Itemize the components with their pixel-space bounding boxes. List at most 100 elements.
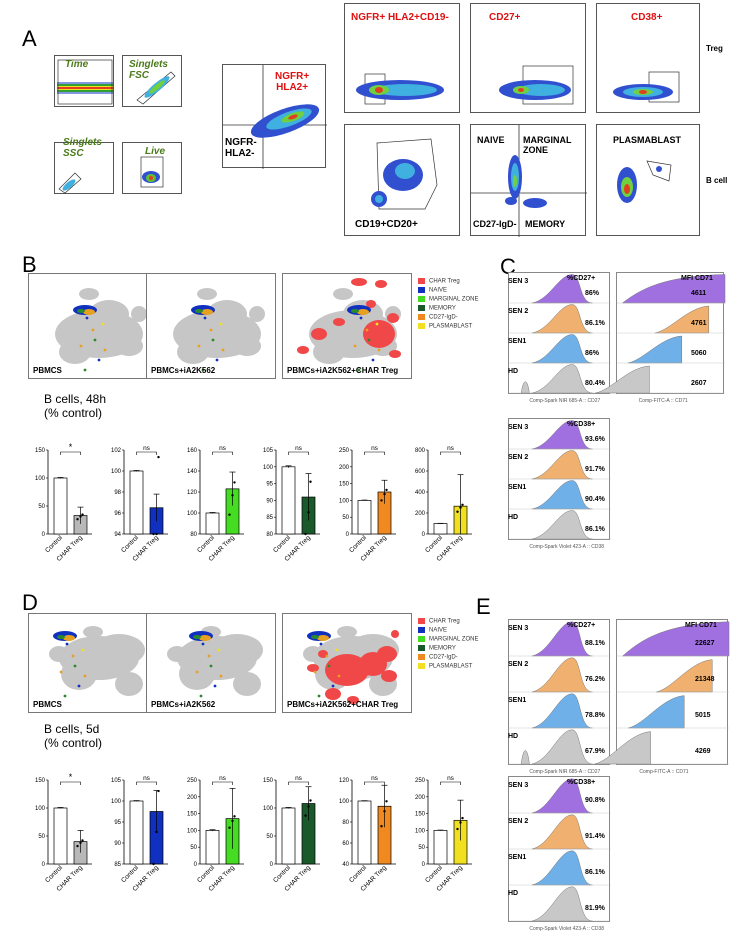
legend-item: PLASMABLAST (418, 323, 472, 330)
legend-label: MEMORY (429, 645, 456, 652)
umap-point (215, 358, 219, 362)
data-point (380, 825, 383, 828)
umap-cd27-igd-cluster (83, 309, 95, 315)
histogram-hd (531, 886, 593, 922)
data-point (304, 814, 307, 817)
y-tick-label: 250 (339, 448, 350, 454)
time-density (57, 59, 113, 105)
hist-value: 88.1% (585, 639, 605, 647)
hist-value: 4761 (691, 319, 707, 327)
y-tick-label: 50 (190, 845, 197, 851)
y-tick-label: 50 (342, 515, 349, 521)
umap-point (375, 322, 379, 326)
histogram-sen3 (531, 274, 593, 304)
y-tick-label: 0 (270, 862, 274, 868)
panel-letter-d: D (22, 590, 38, 615)
y-tick-label: 100 (35, 806, 46, 812)
treg-title-2: CD27+ (489, 12, 521, 23)
bar-control (281, 466, 296, 535)
data-point (152, 862, 155, 866)
data-point (231, 494, 234, 497)
umap-plot-2: PBMCs+iA2K562 (146, 273, 276, 379)
y-tick-label: 95 (266, 482, 273, 488)
hist-value: 86.1% (585, 319, 605, 327)
ngfr-pos-label: NGFR+ HLA2+ (275, 71, 310, 93)
umap-point (77, 684, 81, 688)
legend-label: MEMORY (429, 305, 456, 312)
umap-point (93, 338, 97, 342)
umap-point (63, 694, 67, 698)
y-tick-label: 50 (266, 834, 273, 840)
y-tick-label: 0 (422, 532, 426, 538)
panel-letter-e: E (476, 594, 491, 619)
umap-point (201, 642, 205, 646)
bar-control (433, 523, 448, 535)
umap-memory-cluster (57, 635, 65, 639)
y-tick-label: 90 (114, 841, 121, 847)
y-tick-label: 98 (114, 490, 121, 496)
legend-swatch (418, 278, 425, 284)
umap-char-treg-cluster (381, 670, 397, 682)
umap-char-treg-cluster (347, 696, 359, 704)
y-tick-label: 105 (111, 778, 122, 784)
legend-label: PLASMABLAST (429, 663, 473, 670)
umap-point (213, 684, 217, 688)
umap-cloud (337, 626, 357, 638)
hist-value: 5060 (691, 349, 707, 357)
significance-label: ns (143, 775, 151, 782)
umap-scatter-2 (173, 288, 265, 372)
umap-cd27-igd-cluster (317, 635, 329, 641)
legend-label: CD27-IgD- (429, 314, 458, 321)
legend-label: CHAR Treg (429, 278, 460, 285)
umap-scatter-3 (297, 278, 401, 372)
legend-label: CD27-IgD- (429, 654, 458, 661)
y-tick-label: 100 (415, 828, 426, 834)
panel-letter-a: A (22, 26, 37, 51)
umap-cloud (207, 300, 247, 328)
treg-title-1: NGFR+ HLA2+CD19- (351, 12, 449, 23)
y-tick-label: 85 (266, 515, 273, 521)
legend-item: PLASMABLAST (418, 663, 472, 670)
y-tick-label: 0 (194, 862, 198, 868)
gate-live-plot: Live (122, 142, 182, 194)
y-tick-label: 100 (111, 799, 122, 805)
umap-scatter-3 (303, 626, 399, 704)
legend-item: MEMORY (418, 305, 456, 312)
umap-char-treg-cluster (325, 654, 369, 686)
data-point (385, 800, 388, 803)
umap-point (377, 348, 381, 352)
bar-control (433, 830, 448, 865)
ngfr-neg-label: NGFR- HLA2- (225, 137, 257, 159)
hist-value: 80.4% (585, 379, 605, 387)
umap-point (71, 654, 75, 658)
histogram-sen1 (531, 480, 593, 510)
data-point (309, 799, 312, 802)
hist-stack: 93.6% 91.7% 90.4% 86.1% %CD38+ Comp-Spark Vio… (508, 418, 611, 550)
umap-point (65, 642, 69, 646)
umap-cloud (79, 288, 99, 300)
data-point (231, 819, 234, 823)
hist-value: 5015 (695, 711, 711, 719)
y-tick-label: 100 (263, 806, 274, 812)
umap-cloud (89, 300, 129, 328)
umap-point (207, 654, 211, 658)
legend-swatch (418, 296, 425, 302)
significance-bracket (440, 781, 461, 785)
umap-char-treg-cluster (318, 650, 328, 658)
umap-point (357, 368, 361, 372)
significance-label: ns (219, 445, 227, 452)
data-point (81, 513, 84, 516)
bar-control (281, 807, 296, 865)
treg-title-3: CD38+ (631, 12, 663, 23)
umap-point (97, 358, 101, 362)
memory-label: MEMORY (525, 219, 566, 229)
hist-value: 81.9% (585, 904, 605, 912)
hist-row-label: SEN 2 (508, 661, 529, 668)
hist-stack: 4611 4761 5060 2607 MFI CD71 Comp-FITC-A :: C… (595, 272, 726, 404)
treg-cd38-plot: CD38+ (596, 3, 700, 113)
y-tick-label: 100 (187, 511, 198, 517)
